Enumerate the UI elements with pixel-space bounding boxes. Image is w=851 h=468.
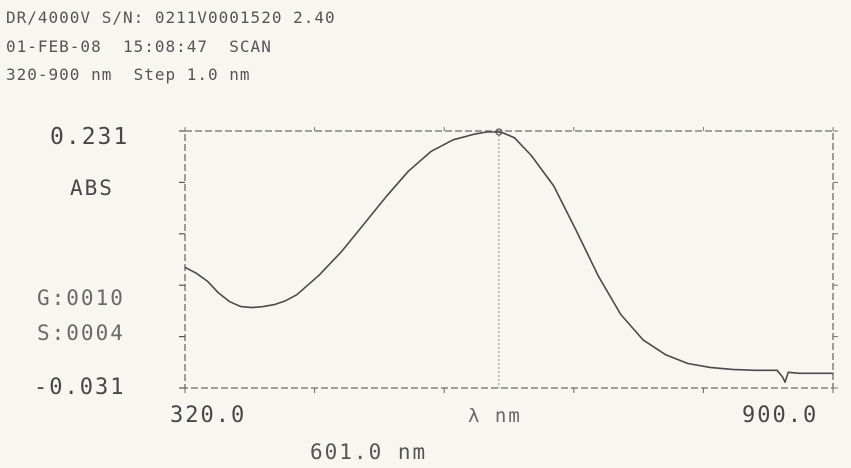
g-readout: G:0010 (37, 286, 125, 310)
data-point (284, 300, 287, 302)
x-axis-label: λ nm (468, 405, 522, 427)
data-point (553, 185, 555, 187)
data-point (687, 362, 689, 365)
data-point (273, 304, 275, 306)
data-point (787, 371, 789, 373)
data-point (784, 381, 786, 383)
y-axis-label: ABS (70, 176, 114, 200)
instrument-header: DR/4000V S/N: 0211V0001520 2.40 (6, 8, 336, 27)
peak-marker (495, 128, 503, 136)
data-point (206, 280, 208, 282)
absorbance-series-line (184, 131, 833, 383)
data-point (184, 266, 186, 268)
data-point (620, 313, 622, 316)
data-point (240, 305, 242, 308)
data-point (363, 223, 365, 225)
data-point (195, 272, 197, 274)
cursor-wavelength-readout: 601.0 nm (310, 440, 428, 464)
data-point (407, 170, 410, 172)
x-max-tick-label: 900.0 (742, 403, 819, 428)
data-point (597, 275, 599, 277)
data-point (642, 339, 644, 341)
s-readout: S:0004 (37, 321, 125, 345)
data-point (782, 376, 784, 378)
data-point (229, 301, 231, 303)
data-point (452, 139, 454, 141)
plot-frame (184, 130, 834, 389)
data-point (318, 274, 320, 276)
data-point (502, 132, 505, 134)
data-point (709, 366, 711, 369)
data-point (731, 368, 734, 370)
data-point (497, 131, 499, 133)
data-point (664, 354, 667, 356)
y-max-tick-label: 0.231 (50, 124, 130, 150)
data-point (474, 133, 477, 135)
scan-range: 320-900 nm Step 1.0 nm (6, 65, 251, 84)
data-point (810, 372, 812, 374)
data-point (530, 154, 532, 157)
data-point (486, 131, 488, 133)
data-point (217, 292, 220, 294)
data-point (296, 294, 298, 296)
data-point (340, 251, 343, 253)
data-point (832, 372, 834, 374)
data-point (575, 229, 577, 231)
data-point (513, 137, 516, 139)
data-point (776, 369, 778, 371)
data-point (430, 150, 432, 153)
scan-datetime: 01-FEB-08 15:08:47 SCAN (6, 37, 272, 56)
data-point (251, 306, 253, 309)
data-point (385, 196, 387, 198)
data-point (798, 372, 801, 374)
data-point (754, 369, 756, 371)
y-min-tick-label: -0.031 (34, 375, 126, 400)
x-min-tick-label: 320.0 (170, 403, 247, 428)
data-point (262, 305, 264, 308)
